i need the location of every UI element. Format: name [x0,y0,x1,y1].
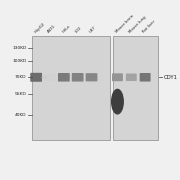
FancyBboxPatch shape [72,73,84,82]
Text: 70KD: 70KD [15,75,27,79]
Text: HepG2: HepG2 [33,21,46,34]
FancyBboxPatch shape [30,73,42,82]
Text: U87: U87 [89,25,97,34]
FancyBboxPatch shape [112,73,123,81]
FancyBboxPatch shape [126,74,137,81]
Text: 40KD: 40KD [15,112,27,117]
Text: Mouse lung: Mouse lung [129,15,147,34]
Text: LO2: LO2 [75,26,83,34]
FancyBboxPatch shape [44,74,55,81]
Text: A431: A431 [47,24,57,34]
Text: 55KD: 55KD [15,92,27,96]
Text: 100KD: 100KD [12,59,27,63]
Text: 130KD: 130KD [12,46,27,50]
Text: CDY1: CDY1 [163,75,177,80]
Text: Mouse brain: Mouse brain [115,14,134,34]
FancyBboxPatch shape [58,73,70,82]
FancyBboxPatch shape [113,36,158,140]
FancyBboxPatch shape [86,73,97,81]
Text: Rat liver: Rat liver [142,19,157,34]
Text: HeLa: HeLa [61,24,71,34]
Ellipse shape [111,89,124,115]
FancyBboxPatch shape [140,73,151,82]
FancyBboxPatch shape [32,36,110,140]
